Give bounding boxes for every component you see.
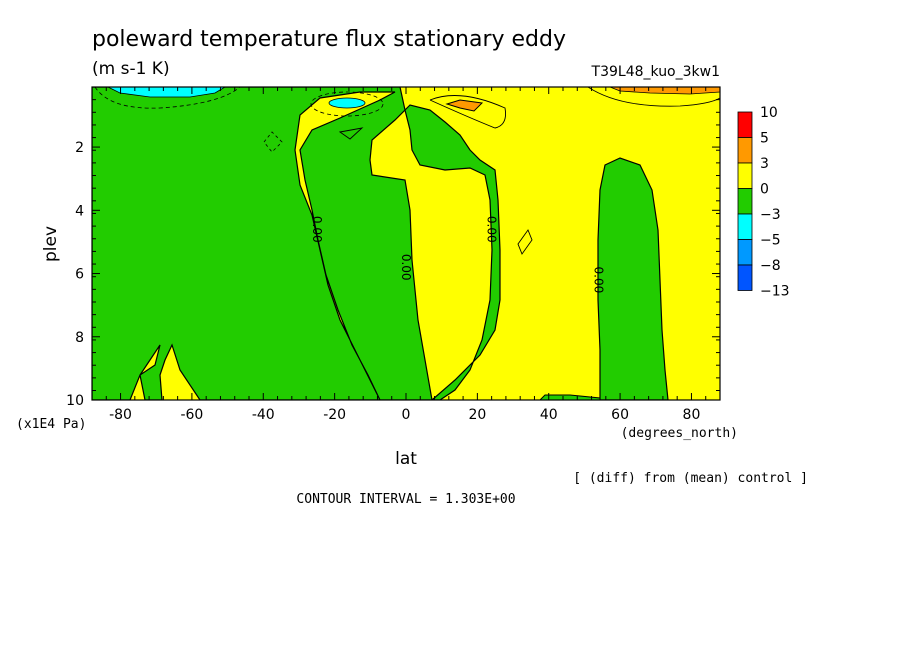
negative-region-north (597, 157, 669, 400)
colorbar: 10 5 3 0 −3 −5 −8 −13 (737, 105, 790, 300)
contour-triangle-20s (338, 127, 364, 140)
axes: -80 -60 -40 -20 0 20 40 60 80 2 4 6 8 10 (66, 86, 721, 423)
negative-region-south (92, 87, 433, 400)
y-tick-label: 8 (75, 330, 84, 346)
colorbar-label: 5 (760, 131, 769, 147)
x-axis-units: (degrees_north) (621, 426, 738, 441)
colorbar-swatch (737, 111, 753, 138)
x-axis-label: lat (395, 449, 417, 469)
x-tick-label: 20 (468, 407, 486, 423)
cyan-polar-south (107, 87, 226, 98)
contour-label: 0.00 (310, 216, 324, 243)
contour-interval: CONTOUR INTERVAL = 1.303E+00 (296, 492, 515, 507)
x-tick-label: 0 (402, 407, 411, 423)
colorbar-swatch (737, 188, 753, 215)
x-tick-label: 40 (540, 407, 558, 423)
colorbar-label: 3 (760, 156, 769, 172)
colorbar-label: −8 (760, 258, 781, 274)
negative-region-equator (404, 104, 501, 400)
contour-label: 0.00 (485, 216, 499, 243)
contour-polar-north (587, 87, 720, 107)
x-tick-label: -20 (323, 407, 346, 423)
colorbar-swatch (737, 162, 753, 189)
orange-blob-15n (445, 99, 484, 112)
colorbar-swatch (737, 264, 753, 291)
x-tick-label: -80 (109, 407, 132, 423)
y-tick-label: 6 (75, 267, 84, 283)
contour-15n (429, 95, 506, 129)
y-tick-label: 2 (75, 140, 84, 156)
y-axis-label: plev (41, 226, 61, 262)
run-label: T39L48_kuo_3kw1 (591, 64, 720, 80)
y-axis-units: (x1E4 Pa) (16, 417, 86, 432)
contour-labels: 0.00 0.00 0.00 0.00 (310, 216, 606, 293)
cyan-blob-20s (328, 97, 366, 109)
colorbar-label: −13 (760, 284, 790, 300)
x-tick-label: 60 (611, 407, 629, 423)
contour-label: 0.00 (399, 254, 413, 281)
x-tick-label: 80 (683, 407, 701, 423)
y-tick-label: 4 (75, 203, 84, 219)
colorbar-swatch (737, 239, 753, 266)
contour-field (92, 87, 720, 400)
colorbar-label: 0 (760, 182, 769, 198)
x-tick-label: -40 (252, 407, 275, 423)
dashed-contour-40s (263, 131, 283, 153)
colorbar-label: 10 (760, 105, 778, 121)
y-tick-label: 10 (66, 393, 84, 409)
colorbar-swatch (737, 137, 753, 164)
colorbar-label: −3 (760, 207, 781, 223)
x-tick-label: -60 (180, 407, 203, 423)
contour-diamond-30n (517, 229, 533, 255)
chart-units: (m s-1 K) (92, 59, 170, 79)
negative-region-bottom (539, 394, 601, 400)
colorbar-swatch (737, 213, 753, 240)
diff-note: [ (diff) from (mean) control ] (573, 471, 808, 486)
dashed-contour-20s (310, 91, 384, 117)
dashed-contour-south (94, 87, 241, 109)
chart-title: poleward temperature flux stationary edd… (92, 27, 566, 52)
contour-label: 0.00 (592, 266, 606, 293)
colorbar-label: −5 (760, 233, 781, 249)
